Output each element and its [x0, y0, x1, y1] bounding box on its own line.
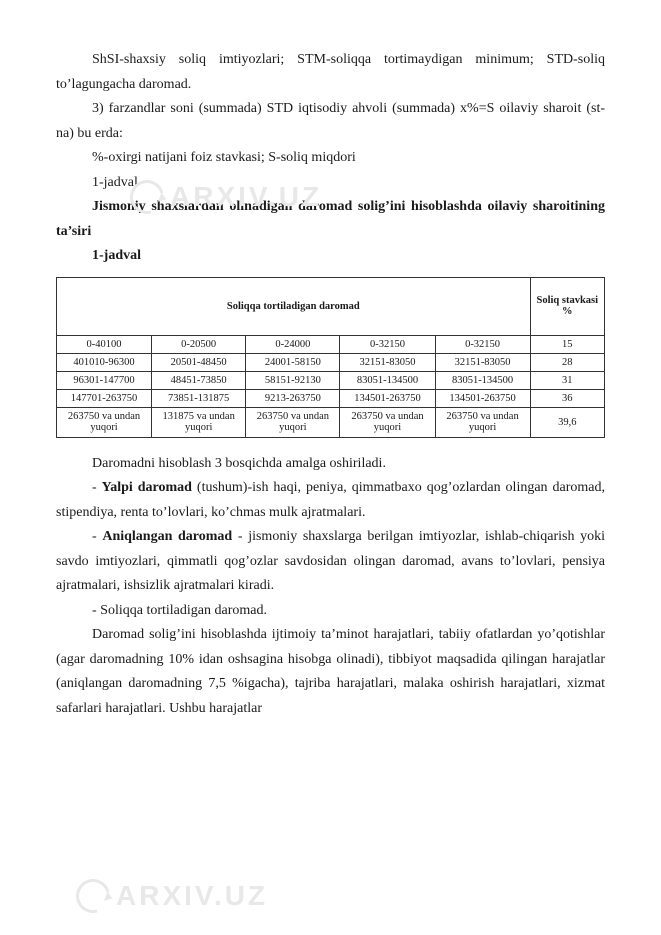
cell: 263750 va undan yuqori: [340, 407, 435, 437]
paragraph-item-3: 3) farzandlar soni (summada) STD iqtisod…: [56, 97, 605, 146]
cell: 134501-263750: [340, 389, 435, 407]
cell: 73851-131875: [152, 389, 246, 407]
cell: 83051-134500: [340, 371, 435, 389]
watermark-2: ARXIV.UZ: [76, 879, 268, 913]
list-item-yalpi: Yalpi daromad (tushum)-ish haqi, peniya,…: [56, 476, 605, 525]
cell: 263750 va undan yuqori: [57, 407, 152, 437]
cell: 20501-48450: [152, 353, 246, 371]
table-row: 147701-263750 73851-131875 9213-263750 1…: [57, 389, 605, 407]
paragraph-defs: %-oxirgi natijani foiz stavkasi; S-soliq…: [56, 146, 605, 171]
cell: 48451-73850: [152, 371, 246, 389]
cell: 263750 va undan yuqori: [246, 407, 340, 437]
cell: 0-40100: [57, 335, 152, 353]
cell: 147701-263750: [57, 389, 152, 407]
cell: 36: [530, 389, 604, 407]
th-income: Soliqqa tortiladigan daromad: [57, 277, 531, 335]
cell: 131875 va undan yuqori: [152, 407, 246, 437]
cell: 263750 va undan yuqori: [435, 407, 530, 437]
table-number-right: 1-jadval: [56, 244, 605, 269]
cell: 58151-92130: [246, 371, 340, 389]
paragraph-abbrev: ShSI-shaxsiy soliq imtiyozlari; STM-soli…: [56, 48, 605, 97]
li1-lead: Yalpi daromad: [102, 480, 192, 495]
li2-lead: Aniqlangan daromad: [102, 529, 232, 544]
table-caption: Jismoniy shaxslardan olinadigan daromad …: [56, 195, 605, 244]
cell: 24001-58150: [246, 353, 340, 371]
cell: 0-20500: [152, 335, 246, 353]
cell: 31: [530, 371, 604, 389]
cell: 96301-147700: [57, 371, 152, 389]
cell: 134501-263750: [435, 389, 530, 407]
cell: 39,6: [530, 407, 604, 437]
list-item-soliqqa: Soliqqa tortiladigan daromad.: [56, 599, 605, 624]
arxiv-logo-icon: [70, 873, 116, 919]
th-rate: Soliq stavkasi %: [530, 277, 604, 335]
table-row: 0-40100 0-20500 0-24000 0-32150 0-32150 …: [57, 335, 605, 353]
cell: 32151-83050: [340, 353, 435, 371]
table-row: 401010-96300 20501-48450 24001-58150 321…: [57, 353, 605, 371]
cell: 0-32150: [340, 335, 435, 353]
cell: 32151-83050: [435, 353, 530, 371]
cell: 15: [530, 335, 604, 353]
paragraph-steps: Daromadni hisoblash 3 bosqichda amalga o…: [56, 452, 605, 477]
cell: 0-32150: [435, 335, 530, 353]
tax-table: Soliqqa tortiladigan daromad Soliq stavk…: [56, 277, 605, 438]
cell: 83051-134500: [435, 371, 530, 389]
li3-text: Soliqqa tortiladigan daromad.: [100, 603, 267, 618]
paragraph-expenses: Daromad solig’ini hisoblashda ijtimoiy t…: [56, 623, 605, 721]
table-row: 96301-147700 48451-73850 58151-92130 830…: [57, 371, 605, 389]
cell: 28: [530, 353, 604, 371]
cell: 0-24000: [246, 335, 340, 353]
list-item-aniqlangan: Aniqlangan daromad - jismoniy shaxslarga…: [56, 525, 605, 599]
cell: 9213-263750: [246, 389, 340, 407]
table-row: 263750 va undan yuqori 131875 va undan y…: [57, 407, 605, 437]
watermark-text: ARXIV.UZ: [116, 880, 268, 912]
paragraph-jadval-ref-1: 1-jadval: [56, 171, 605, 196]
cell: 401010-96300: [57, 353, 152, 371]
